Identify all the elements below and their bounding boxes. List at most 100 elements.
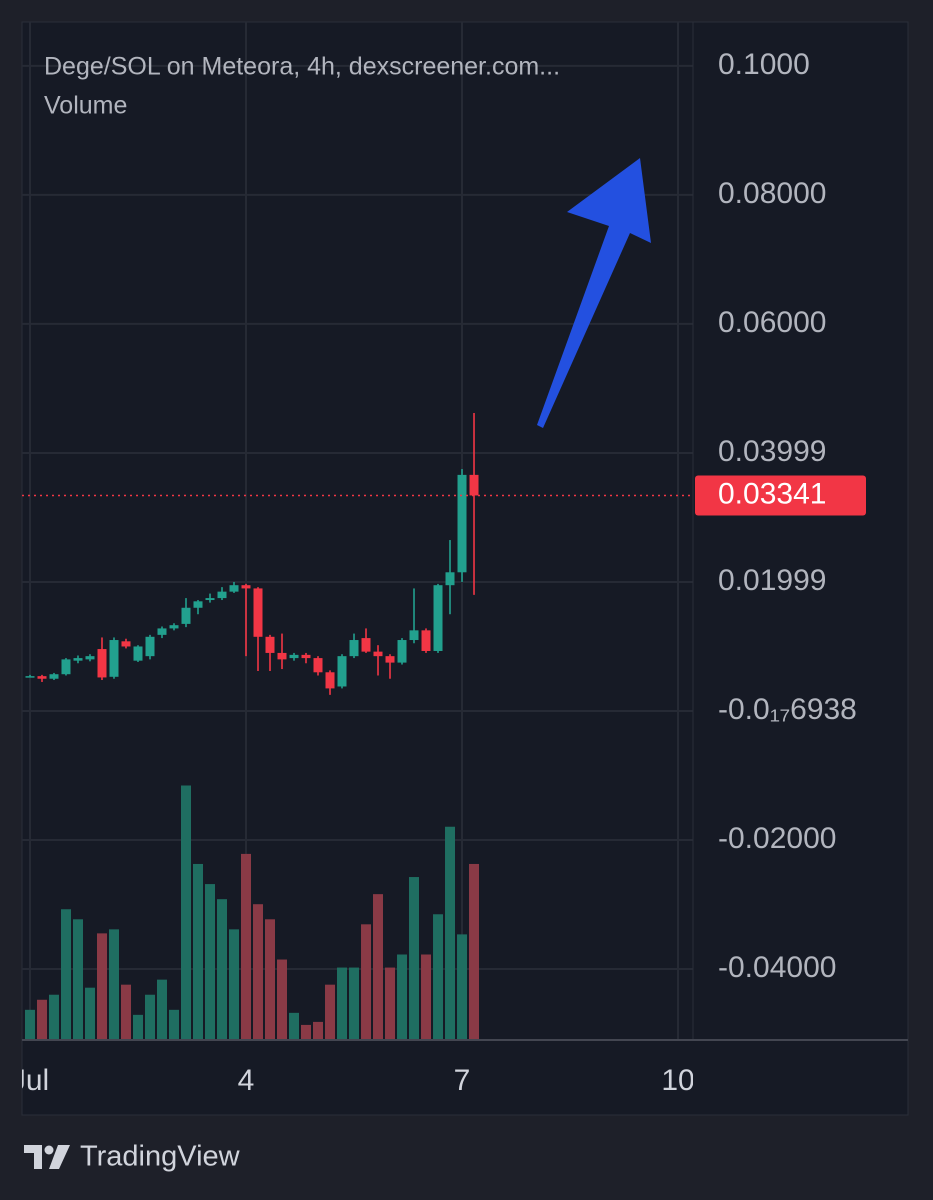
volume-bar [96,933,107,1040]
volume-bar [228,929,239,1040]
y-tick-label: 0.1000 [718,48,810,81]
candle-body [469,474,479,496]
volume-bar [349,967,360,1040]
volume-bar [48,994,59,1040]
candle-body [409,630,419,641]
candle-body [205,598,215,601]
volume-pane [24,785,480,1040]
candle-body [277,652,287,660]
candle-body [145,636,155,657]
footer-brand: TradingView [80,1141,241,1173]
volume-bar [385,967,396,1040]
candle-body [433,585,443,651]
y-tick-label: -0.04000 [718,951,836,984]
candle-body [133,646,143,661]
candle-body [25,676,35,678]
y-tick-label: 0.06000 [718,306,826,339]
volume-bar [181,785,192,1040]
candle-body [49,674,59,679]
candle-body [325,672,335,689]
volume-bar [217,899,228,1040]
volume-bar [120,984,131,1040]
y-tick-label: -0.02000 [718,822,836,855]
volume-label: Volume [44,92,127,120]
candle-body [421,630,431,651]
candle-body [337,656,347,687]
volume-bar [337,967,348,1040]
volume-bar [469,863,480,1040]
candle-body [253,588,263,637]
y-tick-label: 0.08000 [718,177,826,210]
candle-body [445,572,455,586]
volume-bar [445,826,456,1040]
volume-bar [253,904,264,1040]
volume-bar [289,1012,300,1040]
volume-bar [192,863,203,1040]
candle-body [457,474,467,573]
candle-body [385,656,395,663]
y-tick-label: 0.03999 [718,435,826,468]
volume-bar [433,914,444,1040]
volume-bar [457,934,468,1040]
candle-body [265,636,275,653]
volume-bar [265,919,276,1040]
volume-bar [241,853,252,1040]
volume-bar [24,1009,35,1040]
volume-bar [301,1024,312,1040]
volume-bar [205,884,216,1040]
volume-bar [409,877,420,1040]
x-tick-labels: Jul 4 7 10 [11,1064,694,1097]
candle-body [217,591,227,599]
candle-body [169,625,179,629]
volume-bar [361,924,372,1040]
candle-body [229,585,239,592]
x-tick-label: 4 [238,1064,255,1097]
x-tick-label: Jul [11,1064,49,1097]
volume-bar [277,959,288,1040]
candle-body [97,649,107,678]
volume-bar [84,987,95,1040]
volume-bar [325,984,336,1040]
volume-bar [373,894,384,1040]
volume-bar [36,999,47,1040]
chart-title: Dege/SOL on Meteora, 4h, dexscreener.com… [44,53,560,81]
volume-bar [108,929,119,1040]
candle-body [109,640,119,677]
volume-bar [397,954,408,1040]
candle-body [397,640,407,663]
candle-body [241,585,251,589]
volume-bar [72,919,83,1040]
candle-body [289,654,299,659]
axes: 0.1000 0.08000 0.06000 0.03999 0.01999 -0.0₁₇… [11,48,866,1097]
candle-body [181,607,191,624]
volume-bar [60,909,71,1040]
x-tick-label: 7 [454,1064,471,1097]
x-tick-label: 10 [661,1064,694,1097]
volume-bar [313,1021,324,1040]
candle-body [37,676,47,679]
candle-body [373,651,383,657]
candle-body [301,654,311,659]
candle-body [73,658,83,661]
candles [22,412,693,695]
candle-body [61,659,71,675]
y-tick-label: -0.0₁₇6938 [718,693,857,726]
last-price-badge [695,475,866,516]
last-price-label: 0.03341 [718,477,826,510]
volume-bar [168,1009,179,1040]
tradingview-logo: TradingView [24,1141,241,1173]
candle-body [313,658,323,673]
arrow-annotation [537,158,651,428]
candle-body [157,628,167,635]
y-tick-label: 0.01999 [718,564,826,597]
candle-body [361,638,371,652]
candle-body [193,601,203,608]
volume-bar [132,1014,143,1040]
candle-body [121,641,131,647]
volume-bar [156,979,167,1040]
volume-bar [421,954,432,1040]
candle-body [349,640,359,657]
candle-body [85,656,95,660]
